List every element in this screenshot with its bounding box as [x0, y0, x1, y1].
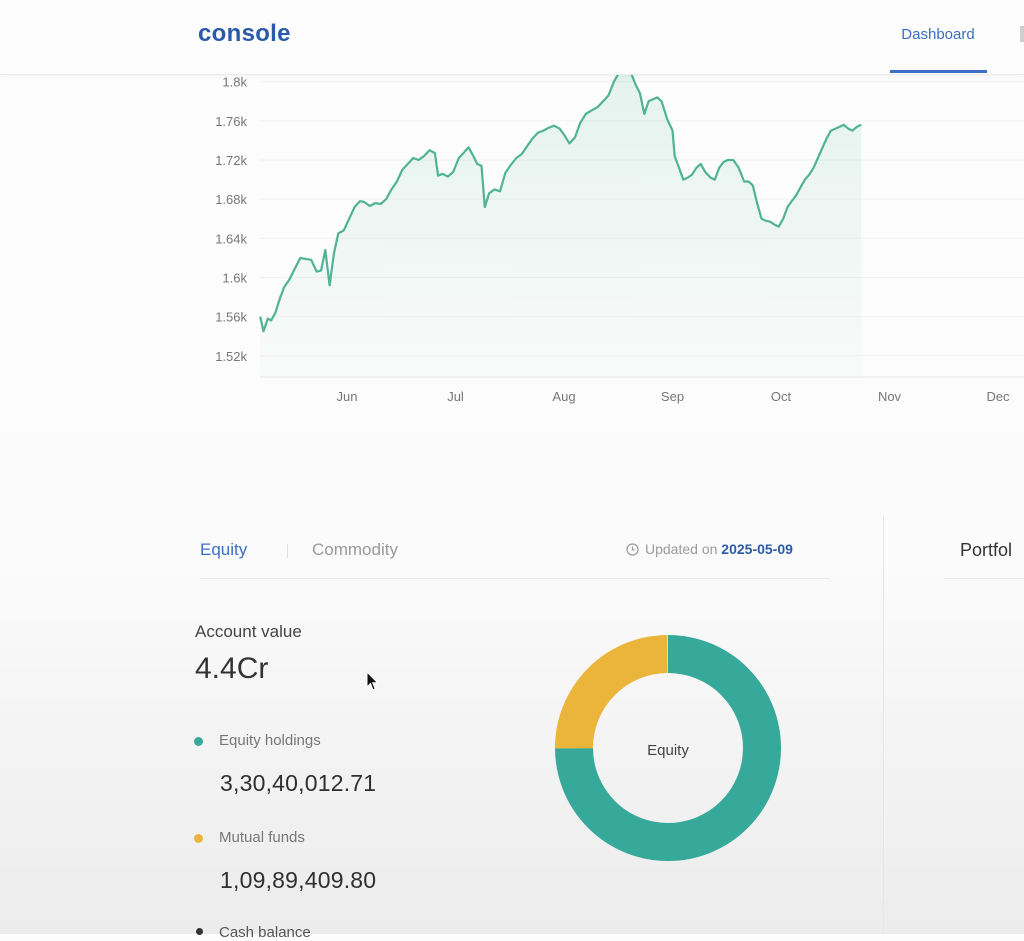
- y-tick-label: 1.56k: [215, 310, 247, 325]
- nav-tab-dashboard[interactable]: Dashboard: [901, 26, 975, 43]
- y-tick-label: 1.52k: [215, 349, 247, 364]
- holdings-donut-chart: [555, 635, 781, 861]
- mutual-funds-value: 1,09,89,409.80: [220, 867, 377, 893]
- x-tick-label: Jun: [337, 389, 358, 404]
- app-header: console Dashboard: [0, 0, 1024, 75]
- portfolio-value-chart: 1.8k 1.76k 1.72k 1.68k 1.64k 1.6k 1.56k 1.52k J…: [215, 72, 1024, 404]
- x-tick-label: Aug: [552, 389, 575, 404]
- cash-balance-dot: [196, 928, 203, 935]
- nav-tab-next-partial[interactable]: [1020, 26, 1024, 42]
- donut-segment-mutual-funds: [555, 635, 781, 861]
- mutual-funds-dot: [194, 834, 203, 843]
- mouse-pointer-icon: [366, 671, 379, 691]
- tab-commodity[interactable]: Commodity: [312, 540, 398, 559]
- clock-icon: [626, 543, 639, 559]
- updated-on-text: Updated on 2025-05-09: [626, 541, 793, 559]
- y-tick-label: 1.72k: [215, 153, 247, 168]
- chart-series-line: [259, 72, 862, 333]
- panel-divider: [883, 516, 884, 934]
- account-value-label: Account value: [195, 622, 302, 641]
- x-tick-label: Dec: [986, 389, 1010, 404]
- x-axis-labels: Jun Jul Aug Sep Oct Nov Dec: [337, 389, 1011, 404]
- y-tick-label: 1.68k: [215, 192, 247, 207]
- nav-tab-active-indicator: [890, 70, 987, 73]
- tab-divider: [287, 544, 288, 558]
- right-panel-title: Portfol: [960, 540, 1013, 560]
- updated-prefix: Updated on: [645, 541, 718, 557]
- section-divider: [200, 578, 830, 579]
- console-logo[interactable]: console: [198, 20, 291, 47]
- chart-area-fill: [260, 73, 862, 378]
- tab-equity[interactable]: Equity: [200, 540, 248, 559]
- y-axis-labels: 1.8k 1.76k 1.72k 1.68k 1.64k 1.6k 1.56k 1.52k: [215, 75, 247, 364]
- donut-center-label: Equity: [647, 742, 689, 759]
- cash-balance-label: Cash balance: [219, 924, 311, 941]
- equity-holdings-dot: [194, 737, 203, 746]
- x-tick-label: Sep: [661, 389, 684, 404]
- equity-holdings-label: Equity holdings: [219, 732, 321, 749]
- y-tick-label: 1.6k: [222, 270, 247, 285]
- right-panel-divider: [944, 578, 1024, 579]
- updated-date: 2025-05-09: [721, 541, 793, 557]
- x-tick-label: Oct: [771, 389, 792, 404]
- y-tick-label: 1.64k: [215, 231, 247, 246]
- y-tick-label: 1.76k: [215, 114, 247, 129]
- equity-holdings-value: 3,30,40,012.71: [220, 770, 377, 796]
- mutual-funds-label: Mutual funds: [219, 829, 305, 846]
- x-tick-label: Jul: [447, 389, 464, 404]
- x-tick-label: Nov: [878, 389, 902, 404]
- account-value: 4.4Cr: [195, 652, 269, 685]
- y-tick-label: 1.8k: [222, 75, 247, 90]
